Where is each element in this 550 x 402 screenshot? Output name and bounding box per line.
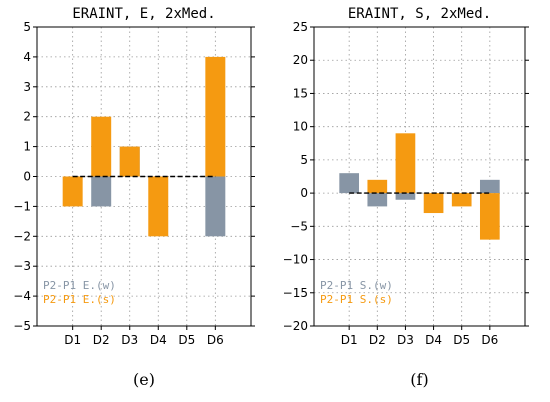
- bar-s-D1: [62, 176, 83, 207]
- bar-s-D3: [119, 146, 140, 177]
- x-tick-label: D5: [178, 333, 195, 347]
- y-tick-label: 20: [293, 53, 308, 67]
- chart-title: ERAINT, E, 2xMed.: [72, 6, 215, 22]
- y-tick-label: 0: [23, 170, 31, 184]
- chart-title: ERAINT, S, 2xMed.: [348, 6, 491, 22]
- panel-label: (f): [410, 370, 428, 389]
- x-tick-label: D5: [453, 333, 470, 347]
- x-tick-label: D4: [150, 333, 167, 347]
- y-tick-label: −10: [283, 253, 308, 267]
- y-tick-label: −5: [290, 219, 308, 233]
- bar-s-D4: [148, 176, 169, 237]
- y-tick-label: 5: [300, 153, 308, 167]
- y-tick-label: −20: [283, 319, 308, 333]
- y-tick-label: 5: [23, 20, 31, 34]
- legend-entry: P2-P1 S.(w): [320, 279, 393, 292]
- y-tick-label: 3: [23, 80, 31, 94]
- panel-label: (e): [133, 370, 155, 389]
- legend-entry: P2-P1 S.(s): [320, 293, 393, 306]
- x-tick-label: D4: [425, 333, 442, 347]
- bar-s-D6: [479, 193, 500, 240]
- chart-panel-e: ERAINT, E, 2xMed. −5 −4 −3 −2 −1 0 1 2 3 4 5 D1 D2 D3 D…: [13, 6, 255, 389]
- y-tick-label: 1: [23, 140, 31, 154]
- y-tick-label: −3: [13, 259, 31, 273]
- y-tick-label: 4: [23, 50, 31, 64]
- chart-panel-f: ERAINT, S, 2xMed. −20 −15 −10 −5 0 5 10 15 20 25 D1…: [283, 6, 529, 389]
- x-tick-label: D2: [93, 333, 110, 347]
- bar-s-D3: [395, 133, 416, 194]
- y-tick-label: −4: [13, 289, 31, 303]
- bar-w-D6: [205, 176, 226, 237]
- x-tick-label: D2: [369, 333, 386, 347]
- legend-entry: P2-P1 E.(w): [43, 279, 116, 292]
- y-tick-label: −5: [13, 319, 31, 333]
- bar-w-D6: [479, 179, 500, 194]
- x-tick-label: D1: [64, 333, 81, 347]
- y-tick-label: 10: [293, 120, 308, 134]
- x-tick-label: D3: [397, 333, 414, 347]
- bar-s-D4: [423, 193, 444, 214]
- bar-s-D2: [367, 179, 388, 194]
- bar-s-D2: [91, 116, 112, 177]
- y-tick-label: −2: [13, 229, 31, 243]
- bar-w-D3: [395, 193, 416, 200]
- y-tick-label: 15: [293, 86, 308, 100]
- x-tick-label: D6: [481, 333, 498, 347]
- y-tick-label: 2: [23, 110, 31, 124]
- bar-w-D2: [91, 176, 112, 207]
- x-tick-label: D3: [121, 333, 138, 347]
- legend-entry: P2-P1 E.(s): [43, 293, 116, 306]
- x-tick-label: D6: [207, 333, 224, 347]
- y-tick-label: 25: [293, 20, 308, 34]
- bar-s-D5: [451, 193, 472, 207]
- bar-w-D2: [367, 193, 388, 207]
- y-tick-label: −15: [283, 286, 308, 300]
- y-tick-label: −1: [13, 199, 31, 213]
- y-tick-label: 0: [300, 186, 308, 200]
- bar-s-D6: [205, 56, 226, 177]
- plot-frame: [313, 26, 526, 327]
- x-tick-label: D1: [341, 333, 358, 347]
- bar-w-D1: [339, 173, 360, 194]
